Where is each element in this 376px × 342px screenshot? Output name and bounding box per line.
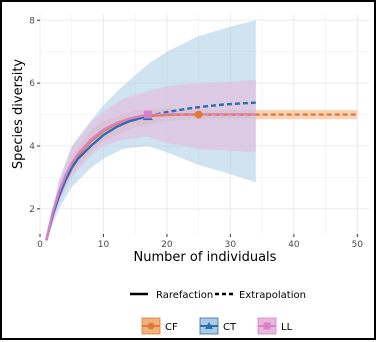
legend-label-rarefaction: Rarefaction xyxy=(156,290,213,301)
legend-marker-cf xyxy=(148,323,155,330)
x-tick-label: 30 xyxy=(225,240,237,250)
y-tick-label: 4 xyxy=(29,142,35,152)
x-tick-label: 50 xyxy=(352,240,364,250)
legend-label-ll: LL xyxy=(281,322,293,333)
x-tick-label: 10 xyxy=(98,240,110,250)
observed-point-cf xyxy=(195,111,203,119)
y-tick-label: 8 xyxy=(29,16,35,26)
legend-label-ct: CT xyxy=(223,322,237,333)
legend-label-extrapolation: Extrapolation xyxy=(239,290,306,301)
x-tick-label: 20 xyxy=(161,240,173,250)
legend-marker-ll xyxy=(264,323,271,330)
x-tick-label: 40 xyxy=(288,240,300,250)
x-axis-title: Number of individuals xyxy=(134,250,277,265)
x-tick-label: 0 xyxy=(37,240,43,250)
legend-label-cf: CF xyxy=(165,322,178,333)
y-tick-label: 6 xyxy=(29,79,35,89)
y-axis-title: Species diversity xyxy=(11,59,26,170)
y-tick-label: 2 xyxy=(29,205,35,215)
observed-point-ll xyxy=(144,111,152,119)
